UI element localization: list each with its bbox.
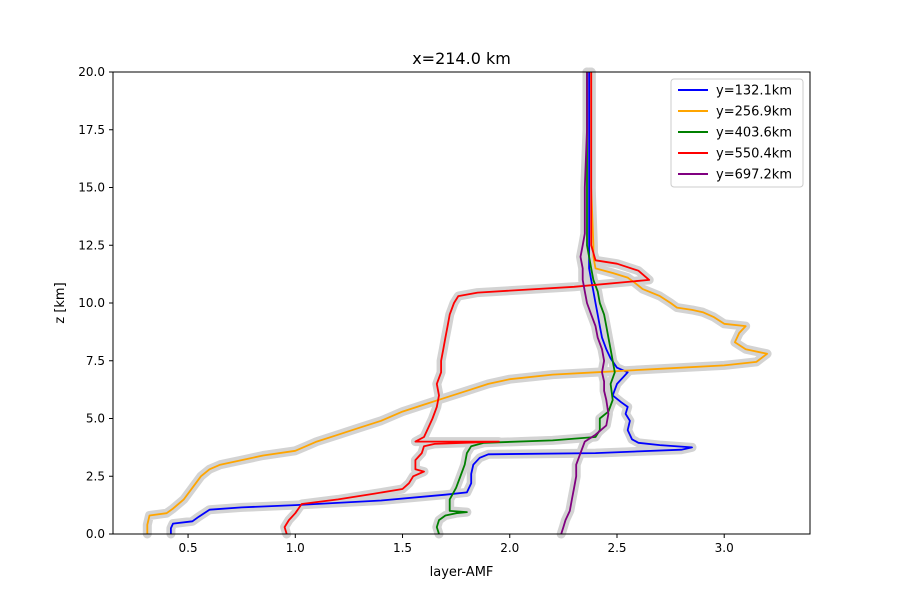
series-line-3 bbox=[435, 72, 616, 535]
y-tick-label: 12.5 bbox=[78, 238, 105, 252]
y-tick-label: 10.0 bbox=[78, 296, 105, 310]
series-line-2 bbox=[146, 72, 768, 534]
series-line-1 bbox=[170, 72, 693, 534]
x-axis-ticks: 0.5 1.0 1.5 2.0 2.5 3.0 bbox=[179, 534, 734, 555]
y-tick-label: 0.0 bbox=[86, 527, 105, 541]
x-tick-label: 2.0 bbox=[500, 541, 519, 555]
legend-box bbox=[670, 78, 804, 188]
x-tick-label: 3.0 bbox=[715, 541, 734, 555]
x-axis-label: layer-AMF bbox=[430, 565, 494, 580]
x-tick-label: 1.0 bbox=[286, 541, 305, 555]
legend-label-2: y=256.9km bbox=[716, 105, 792, 120]
legend-label-1: y=132.1km bbox=[716, 84, 792, 99]
chart-title: x=214.0 km bbox=[412, 49, 511, 68]
y-tick-label: 2.5 bbox=[86, 469, 105, 483]
x-tick-label: 0.5 bbox=[179, 541, 198, 555]
series-lines bbox=[146, 72, 768, 535]
y-axis-label: z [km] bbox=[53, 282, 68, 323]
y-tick-label: 7.5 bbox=[86, 354, 105, 368]
x-tick-label: 1.5 bbox=[393, 541, 412, 555]
y-tick-label: 5.0 bbox=[86, 412, 105, 426]
x-tick-label: 2.5 bbox=[607, 541, 626, 555]
y-tick-label: 17.5 bbox=[78, 123, 105, 137]
y-tick-label: 20.0 bbox=[78, 65, 105, 79]
legend: y=132.1km y=256.9km y=403.6km y=550.4km y=69… bbox=[670, 78, 804, 188]
legend-label-5: y=697.2km bbox=[716, 168, 792, 183]
series-line-4 bbox=[283, 72, 651, 535]
y-axis-ticks: 0.0 2.5 5.0 7.5 10.0 12.5 15.0 17.5 20.0 bbox=[78, 65, 113, 541]
series-band-1 bbox=[166, 67, 697, 539]
series-line-5 bbox=[560, 72, 610, 535]
legend-label-3: y=403.6km bbox=[716, 126, 792, 141]
legend-label-4: y=550.4km bbox=[716, 147, 792, 162]
y-tick-label: 15.0 bbox=[78, 181, 105, 195]
